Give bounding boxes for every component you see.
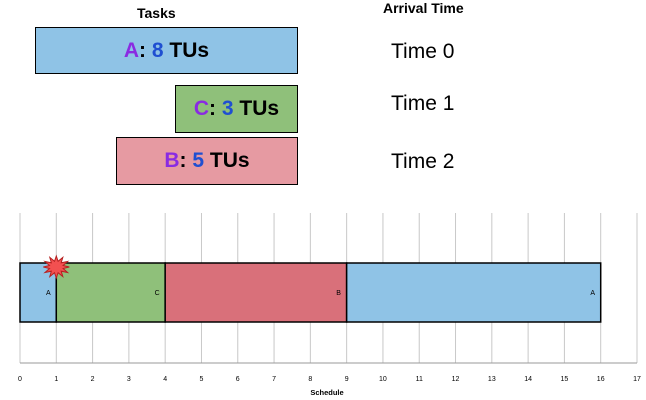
x-tick-label: 10 (379, 376, 387, 383)
task-unit: TUs (239, 97, 280, 120)
x-tick-labels: 0 1 2 3 4 5 6 7 8 9 10 11 12 13 14 15 16 17 (18, 376, 641, 383)
task-duration: 3 (221, 97, 234, 120)
task-duration: 5 (192, 149, 205, 172)
bar-a (345, 262, 602, 323)
arrival-time-2: Time 2 (391, 150, 455, 173)
task-c-box: C: 3 TUs (175, 85, 298, 133)
bar-c (55, 262, 166, 323)
x-tick-label: 4 (163, 376, 167, 383)
x-axis-label: Schedule (310, 388, 343, 397)
x-tick-label: 11 (416, 376, 423, 383)
x-tick-label: 8 (308, 376, 312, 383)
bar-a (19, 262, 58, 323)
x-tick-label: 17 (633, 376, 641, 383)
bar-label: B (336, 290, 341, 297)
burst-shape (43, 254, 70, 280)
task-colon: : (179, 149, 187, 172)
task-colon: : (139, 38, 147, 62)
x-tick-label: 15 (561, 376, 569, 383)
preempt-burst-icon (43, 254, 70, 280)
x-tick-label: 14 (524, 376, 532, 383)
task-b-box: B: 5 TUs (116, 137, 298, 185)
arrival-time-1: Time 1 (391, 92, 455, 115)
task-unit: TUs (209, 149, 250, 172)
x-tick-label: 0 (18, 376, 22, 383)
task-colon: : (209, 97, 217, 120)
bar-label: A (590, 290, 595, 297)
tasks-header: Tasks (137, 5, 176, 21)
task-letter: C (193, 97, 210, 120)
x-tick-label: 5 (200, 376, 204, 383)
task-duration: 8 (151, 38, 164, 62)
bar-label: A (46, 290, 51, 297)
task-unit: TUs (169, 38, 210, 62)
task-letter: A (123, 38, 140, 62)
x-tick-label: 3 (127, 376, 131, 383)
x-tick-label: 1 (54, 376, 58, 383)
bar-b (164, 262, 348, 323)
x-tick-label: 6 (236, 376, 240, 383)
x-tick-label: 12 (452, 376, 460, 383)
x-tick-label: 13 (488, 376, 496, 383)
arrival-time-header: Arrival Time (383, 0, 464, 16)
bar-label: C (155, 290, 160, 297)
x-tick-label: 9 (345, 376, 349, 383)
task-a-box: A: 8 TUs (35, 27, 298, 74)
task-letter: B (164, 149, 180, 172)
x-tick-label: 7 (272, 376, 276, 383)
x-tick-label: 2 (91, 376, 95, 383)
x-tick-label: 16 (597, 376, 605, 383)
arrival-time-0: Time 0 (391, 40, 455, 63)
